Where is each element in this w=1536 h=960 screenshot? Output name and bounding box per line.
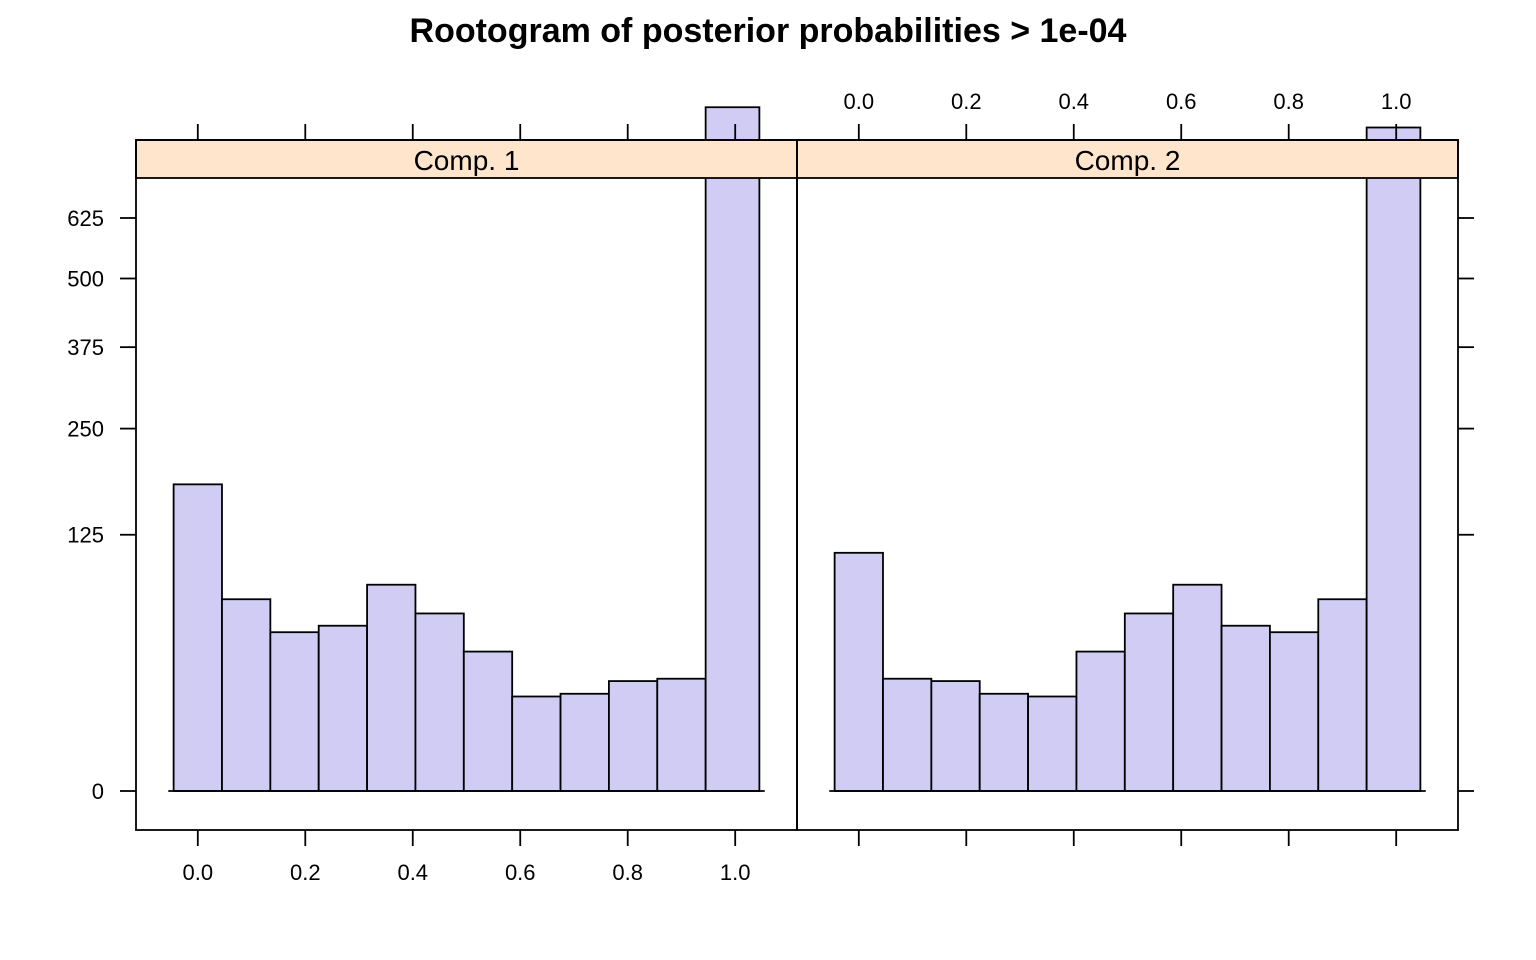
bar: [930, 680, 981, 792]
bar: [414, 612, 465, 792]
bar: [1365, 126, 1422, 792]
bar: [1123, 612, 1175, 792]
chart-title: Rootogram of posterior probabilities > 1…: [410, 12, 1127, 50]
x-tick-label: 0.0: [183, 860, 214, 885]
bar: [221, 598, 272, 792]
bar: [704, 106, 761, 792]
y-tick-label: 0: [92, 779, 104, 804]
y-tick-label: 125: [67, 523, 104, 548]
bar: [833, 551, 884, 792]
bar: [269, 631, 320, 792]
x-tick-label: 0.8: [612, 860, 643, 885]
bar: [608, 680, 659, 792]
bar: [172, 483, 223, 792]
x-tick-label: 0.2: [951, 89, 982, 114]
x-tick-label: 1.0: [1381, 89, 1412, 114]
bar: [1027, 695, 1078, 792]
bar: [1172, 583, 1223, 792]
panels: Comp. 1 0.0 0.2 0.4 0.6 0.8 1.0 0 125 250 375 500 62…: [67, 89, 1474, 885]
strip-label: Comp. 2: [1075, 145, 1181, 176]
bar: [511, 695, 562, 792]
bar: [656, 677, 707, 792]
x-tick-label: 0.4: [397, 860, 428, 885]
bar: [462, 650, 514, 792]
bar: [366, 583, 417, 792]
y-tick-label: 375: [67, 335, 104, 360]
panel-1: Comp. 1 0.0 0.2 0.4 0.6 0.8 1.0 0 125 250 375 500 62…: [67, 106, 798, 885]
strip-label: Comp. 1: [414, 145, 520, 176]
panel-2: Comp. 2 0.0 0.2 0.4 0.6 0.8 1.0: [796, 89, 1474, 846]
y-tick-label: 500: [67, 266, 104, 291]
x-tick-label: 0.0: [844, 89, 875, 114]
y-tick-label: 625: [67, 206, 104, 231]
bar: [882, 677, 933, 792]
x-tick-label: 0.2: [290, 860, 321, 885]
x-tick-label: 0.6: [505, 860, 536, 885]
bar: [1317, 598, 1368, 792]
bar: [978, 692, 1029, 792]
bar: [317, 624, 368, 792]
bar: [559, 692, 610, 792]
bar: [1075, 650, 1126, 792]
panel-border: [796, 139, 1459, 831]
x-tick-label: 0.4: [1058, 89, 1089, 114]
x-tick-label: 0.6: [1166, 89, 1197, 114]
bar: [1220, 624, 1271, 792]
y-tick-label: 250: [67, 417, 104, 442]
bar: [1269, 631, 1320, 792]
x-tick-label: 1.0: [720, 860, 751, 885]
x-tick-label: 0.8: [1273, 89, 1304, 114]
